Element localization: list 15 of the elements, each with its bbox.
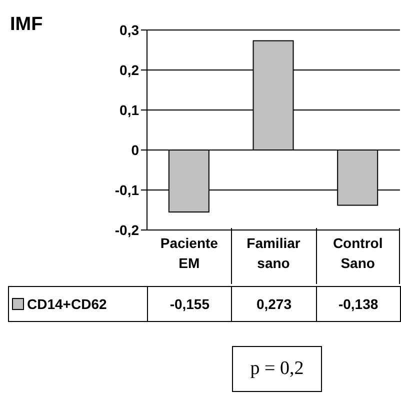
y-tick-label: 0,1 — [120, 102, 140, 118]
y-tick-label: 0,2 — [120, 62, 140, 78]
data-label: 0,273 — [231, 287, 316, 321]
text: p = 0,2 — [232, 346, 322, 392]
x-tick-label: Familiar sano — [246, 235, 301, 271]
y-tick-label: -0,2 — [114, 222, 140, 238]
chart-title: IMF — [10, 14, 43, 36]
data-label: -0,155 — [147, 287, 232, 321]
y-tick-label: 0 — [131, 142, 140, 158]
y-tick-label: -0,1 — [114, 182, 140, 198]
x-tick-label: Paciente EM — [160, 235, 218, 271]
y-tick-label: 0,3 — [120, 22, 140, 38]
x-tick-label: Control Sano — [332, 235, 383, 271]
legend-label: CD14+CD62 — [27, 296, 107, 312]
data-label: -0,138 — [316, 287, 400, 321]
